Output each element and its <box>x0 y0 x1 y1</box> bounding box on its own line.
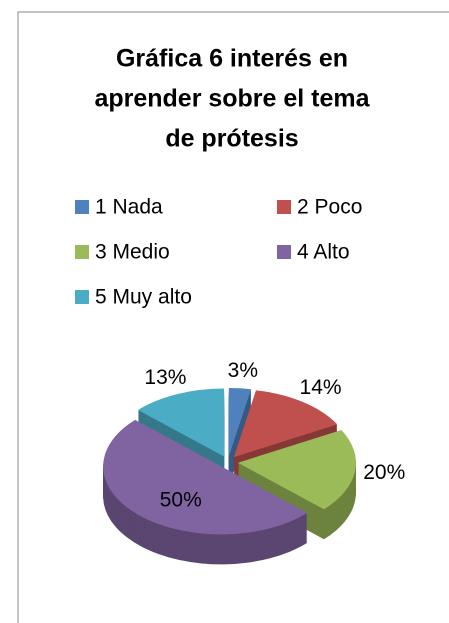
legend-label: 1 Nada <box>95 196 163 219</box>
legend-label: 5 Muy alto <box>95 286 192 309</box>
slice <box>103 419 308 535</box>
data-label: 20% <box>363 461 405 484</box>
chart-title: de prótesis <box>165 125 298 153</box>
legend-label: 4 Alto <box>297 241 350 264</box>
slice <box>228 388 252 457</box>
data-label: 3% <box>228 359 258 382</box>
legend-label: 2 Poco <box>297 196 362 219</box>
slice <box>237 429 356 510</box>
legend-swatch <box>75 245 89 259</box>
legend-swatch <box>277 200 291 214</box>
legend-swatch <box>75 290 89 304</box>
slice <box>138 388 225 457</box>
slice <box>233 390 338 458</box>
data-label: 50% <box>160 489 202 512</box>
legend-swatch <box>75 200 89 214</box>
chart-title: Gráfica 6 interés en <box>116 45 348 73</box>
legend-swatch <box>277 245 291 259</box>
data-label: 14% <box>300 376 342 399</box>
chart-title: aprender sobre el tema <box>94 85 370 113</box>
data-label: 13% <box>144 366 186 389</box>
legend-label: 3 Medio <box>95 241 170 264</box>
